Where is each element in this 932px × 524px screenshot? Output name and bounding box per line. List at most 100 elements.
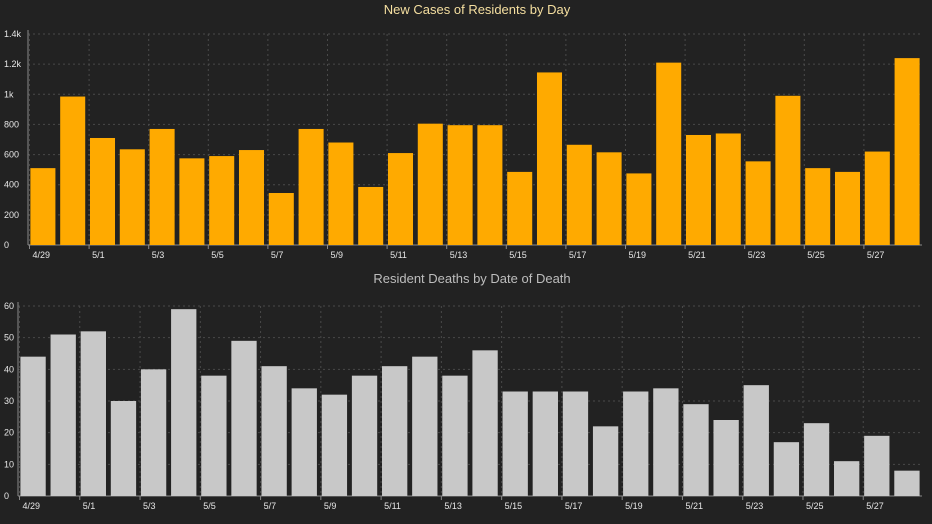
cases-x-tick-label: 4/29 bbox=[32, 250, 50, 260]
cases-y-tick-label: 1.2k bbox=[4, 59, 22, 69]
cases-bar-5-24[interactable] bbox=[775, 95, 801, 246]
deaths-y-tick-label: 20 bbox=[4, 428, 14, 438]
cases-y-tick-label: 0 bbox=[4, 240, 9, 250]
deaths-bar-5-10[interactable] bbox=[351, 375, 378, 496]
deaths-y-tick-label: 40 bbox=[4, 364, 14, 374]
deaths-bar-5-9[interactable] bbox=[321, 394, 348, 496]
cases-x-tick-label: 5/3 bbox=[152, 250, 165, 260]
deaths-x-tick-label: 5/21 bbox=[685, 501, 703, 511]
cases-bar-5-13[interactable] bbox=[447, 125, 473, 245]
cases-y-tick-label: 400 bbox=[4, 180, 19, 190]
cases-bar-5-6[interactable] bbox=[238, 150, 265, 245]
deaths-bar-5-18[interactable] bbox=[592, 426, 619, 496]
cases-bar-5-27[interactable] bbox=[864, 151, 890, 245]
deaths-bar-5-8[interactable] bbox=[291, 388, 317, 496]
cases-bar-4-29[interactable] bbox=[30, 168, 56, 245]
deaths-x-tick-label: 5/25 bbox=[806, 501, 824, 511]
deaths-bar-5-26[interactable] bbox=[834, 461, 860, 496]
cases-bar-5-16[interactable] bbox=[536, 72, 563, 245]
cases-bar-5-5[interactable] bbox=[209, 156, 235, 245]
deaths-bar-5-4[interactable] bbox=[171, 309, 197, 496]
deaths-x-tick-label: 5/9 bbox=[324, 501, 337, 511]
deaths-bar-5-5[interactable] bbox=[201, 375, 227, 496]
cases-bar-5-23[interactable] bbox=[745, 161, 771, 245]
deaths-x-tick-label: 5/5 bbox=[203, 501, 216, 511]
deaths-x-tick-label: 5/11 bbox=[384, 501, 401, 511]
cases-bar-5-20[interactable] bbox=[656, 62, 682, 246]
deaths-bar-5-20[interactable] bbox=[653, 388, 679, 496]
deaths-bar-4-30[interactable] bbox=[50, 334, 76, 497]
deaths-bar-5-19[interactable] bbox=[623, 391, 649, 497]
cases-bar-4-30[interactable] bbox=[60, 96, 86, 246]
cases-x-tick-label: 5/7 bbox=[271, 250, 284, 260]
deaths-x-tick-label: 5/13 bbox=[444, 501, 462, 511]
deaths-x-tick-label: 5/1 bbox=[83, 501, 96, 511]
deaths-bar-5-27[interactable] bbox=[864, 435, 890, 496]
deaths-x-tick-label: 5/15 bbox=[505, 501, 523, 511]
deaths-bar-5-13[interactable] bbox=[442, 375, 468, 496]
deaths-bar-5-23[interactable] bbox=[743, 385, 769, 496]
cases-bar-5-10[interactable] bbox=[358, 186, 384, 245]
deaths-y-tick-label: 10 bbox=[4, 459, 14, 469]
cases-bar-5-28[interactable] bbox=[894, 58, 920, 245]
cases-bar-5-15[interactable] bbox=[507, 171, 533, 245]
cases-bar-5-4[interactable] bbox=[179, 158, 205, 245]
deaths-bar-4-29[interactable] bbox=[20, 356, 46, 496]
deaths-bar-5-25[interactable] bbox=[803, 423, 830, 496]
cases-chart-title: New Cases of Residents by Day bbox=[384, 2, 571, 17]
cases-bar-5-2[interactable] bbox=[119, 149, 145, 245]
deaths-bar-5-17[interactable] bbox=[562, 391, 589, 497]
cases-bar-5-3[interactable] bbox=[149, 128, 175, 245]
cases-x-tick-label: 5/17 bbox=[569, 250, 587, 260]
cases-bar-5-12[interactable] bbox=[417, 123, 443, 245]
deaths-x-tick-label: 5/17 bbox=[565, 501, 583, 511]
deaths-bar-5-16[interactable] bbox=[532, 391, 558, 497]
deaths-bar-5-11[interactable] bbox=[382, 366, 408, 496]
cases-bar-5-1[interactable] bbox=[89, 137, 116, 245]
deaths-y-tick-label: 30 bbox=[4, 396, 14, 406]
deaths-bar-5-6[interactable] bbox=[231, 340, 257, 496]
cases-bar-5-21[interactable] bbox=[685, 134, 712, 245]
deaths-bar-5-24[interactable] bbox=[773, 442, 800, 496]
cases-y-tick-label: 1k bbox=[4, 89, 14, 99]
cases-x-tick-label: 5/5 bbox=[211, 250, 224, 260]
cases-bar-5-7[interactable] bbox=[268, 193, 294, 245]
cases-x-tick-label: 5/11 bbox=[390, 250, 407, 260]
cases-x-tick-label: 5/15 bbox=[509, 250, 527, 260]
deaths-bar-5-21[interactable] bbox=[683, 404, 709, 496]
cases-bar-5-17[interactable] bbox=[566, 144, 592, 245]
deaths-bar-5-15[interactable] bbox=[502, 391, 528, 497]
deaths-y-tick-label: 50 bbox=[4, 333, 14, 343]
cases-bar-5-25[interactable] bbox=[805, 168, 831, 245]
deaths-bar-5-2[interactable] bbox=[110, 401, 137, 496]
cases-bar-5-18[interactable] bbox=[596, 152, 622, 245]
cases-bar-5-19[interactable] bbox=[626, 173, 652, 245]
cases-x-tick-label: 5/23 bbox=[748, 250, 766, 260]
deaths-bar-5-14[interactable] bbox=[472, 350, 498, 496]
deaths-bar-5-1[interactable] bbox=[80, 331, 106, 496]
cases-bar-5-26[interactable] bbox=[834, 171, 861, 245]
cases-x-tick-label: 5/27 bbox=[867, 250, 885, 260]
deaths-y-tick-label: 60 bbox=[4, 301, 14, 311]
cases-bar-5-11[interactable] bbox=[387, 153, 414, 245]
deaths-bar-5-22[interactable] bbox=[713, 420, 739, 496]
deaths-x-tick-label: 5/3 bbox=[143, 501, 156, 511]
deaths-chart: Resident Deaths by Date of Death 0 10 20 30 4… bbox=[4, 271, 922, 511]
deaths-bar-5-7[interactable] bbox=[261, 366, 287, 496]
cases-y-tick-label: 600 bbox=[4, 150, 19, 160]
cases-bar-5-9[interactable] bbox=[328, 142, 354, 245]
deaths-x-tick-label: 4/29 bbox=[23, 501, 41, 511]
cases-bar-5-8[interactable] bbox=[298, 128, 324, 245]
cases-x-tick-label: 5/19 bbox=[628, 250, 646, 260]
deaths-x-tick-label: 5/7 bbox=[264, 501, 277, 511]
deaths-bar-5-28[interactable] bbox=[894, 470, 920, 496]
deaths-x-tick-label: 5/27 bbox=[866, 501, 884, 511]
cases-x-tick-label: 5/1 bbox=[92, 250, 105, 260]
cases-bar-5-14[interactable] bbox=[477, 125, 503, 245]
cases-bar-5-22[interactable] bbox=[715, 133, 741, 245]
cases-y-tick-label: 1.4k bbox=[4, 29, 22, 39]
deaths-bar-5-3[interactable] bbox=[140, 369, 167, 496]
cases-y-tick-label: 800 bbox=[4, 119, 19, 129]
deaths-bar-5-12[interactable] bbox=[412, 356, 438, 496]
